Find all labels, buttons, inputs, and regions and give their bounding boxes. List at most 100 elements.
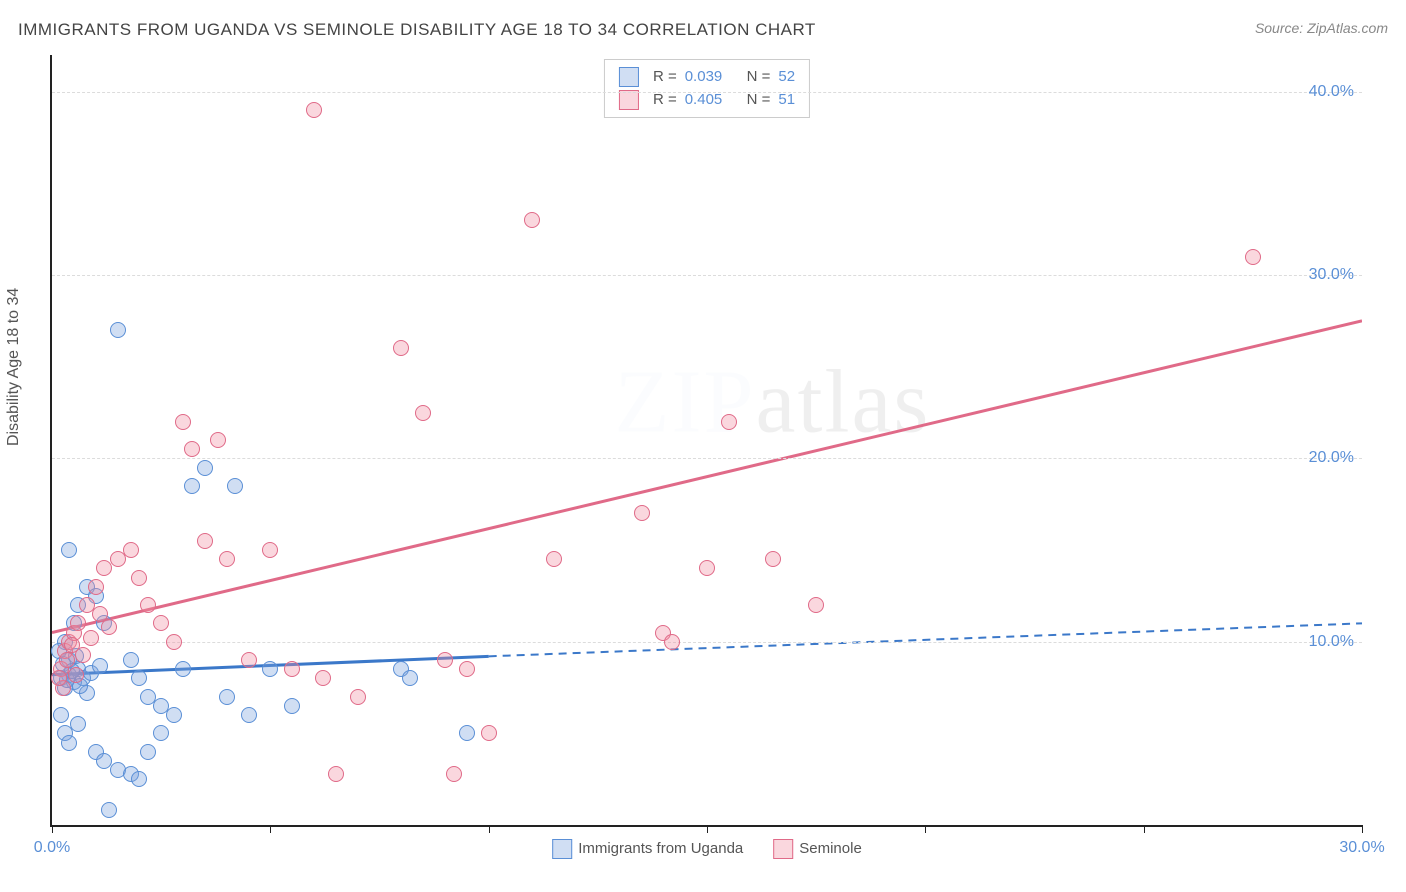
scatter-point bbox=[153, 615, 169, 631]
series-legend: Immigrants from Uganda Seminole bbox=[552, 839, 862, 859]
y-axis-label: Disability Age 18 to 34 bbox=[5, 288, 23, 446]
source-attribution: Source: ZipAtlas.com bbox=[1255, 20, 1388, 36]
x-tick bbox=[925, 825, 926, 833]
x-tick bbox=[707, 825, 708, 833]
n-value: 52 bbox=[778, 66, 795, 89]
scatter-point bbox=[284, 661, 300, 677]
scatter-point bbox=[59, 652, 75, 668]
legend-label: Immigrants from Uganda bbox=[578, 840, 743, 857]
x-tick bbox=[489, 825, 490, 833]
y-tick-label: 20.0% bbox=[1309, 449, 1354, 467]
scatter-point bbox=[75, 647, 91, 663]
scatter-point bbox=[68, 667, 84, 683]
y-tick-label: 40.0% bbox=[1309, 83, 1354, 101]
scatter-point bbox=[219, 689, 235, 705]
legend-label: Seminole bbox=[799, 840, 862, 857]
scatter-point bbox=[175, 414, 191, 430]
scatter-point bbox=[197, 460, 213, 476]
scatter-point bbox=[210, 432, 226, 448]
scatter-point bbox=[664, 634, 680, 650]
gridline bbox=[52, 92, 1362, 93]
scatter-point bbox=[262, 542, 278, 558]
x-tick bbox=[1362, 825, 1363, 833]
n-label: N = bbox=[747, 66, 771, 89]
watermark: ZIPatlas bbox=[615, 350, 931, 453]
scatter-point bbox=[315, 670, 331, 686]
scatter-point bbox=[61, 735, 77, 751]
scatter-point bbox=[184, 441, 200, 457]
legend-swatch bbox=[773, 839, 793, 859]
legend-swatch bbox=[619, 67, 639, 87]
scatter-point bbox=[131, 771, 147, 787]
scatter-point bbox=[219, 551, 235, 567]
scatter-point bbox=[524, 212, 540, 228]
scatter-point bbox=[446, 766, 462, 782]
scatter-point bbox=[328, 766, 344, 782]
scatter-point bbox=[123, 542, 139, 558]
legend-item: Immigrants from Uganda bbox=[552, 839, 743, 859]
scatter-point bbox=[1245, 249, 1261, 265]
legend-swatch bbox=[552, 839, 572, 859]
x-tick bbox=[270, 825, 271, 833]
scatter-point bbox=[808, 597, 824, 613]
scatter-point bbox=[70, 716, 86, 732]
scatter-point bbox=[175, 661, 191, 677]
scatter-point bbox=[197, 533, 213, 549]
r-value: 0.039 bbox=[685, 66, 723, 89]
scatter-point bbox=[53, 707, 69, 723]
r-label: R = bbox=[653, 66, 677, 89]
scatter-point bbox=[110, 322, 126, 338]
x-tick-label: 0.0% bbox=[34, 839, 70, 857]
legend-row: R = 0.039 N = 52 bbox=[619, 66, 795, 89]
scatter-point bbox=[140, 597, 156, 613]
scatter-point bbox=[765, 551, 781, 567]
scatter-point bbox=[131, 570, 147, 586]
scatter-point bbox=[415, 405, 431, 421]
scatter-point bbox=[481, 725, 497, 741]
scatter-point bbox=[437, 652, 453, 668]
scatter-point bbox=[393, 340, 409, 356]
scatter-point bbox=[184, 478, 200, 494]
scatter-point bbox=[227, 478, 243, 494]
gridline bbox=[52, 642, 1362, 643]
scatter-point bbox=[131, 670, 147, 686]
scatter-point bbox=[140, 744, 156, 760]
scatter-point bbox=[92, 658, 108, 674]
scatter-point bbox=[284, 698, 300, 714]
scatter-point bbox=[459, 661, 475, 677]
scatter-point bbox=[123, 652, 139, 668]
scatter-point bbox=[306, 102, 322, 118]
scatter-point bbox=[546, 551, 562, 567]
x-tick-label: 30.0% bbox=[1339, 839, 1384, 857]
scatter-point bbox=[101, 619, 117, 635]
x-tick bbox=[52, 825, 53, 833]
scatter-point bbox=[51, 670, 67, 686]
scatter-point bbox=[241, 707, 257, 723]
scatter-point bbox=[83, 630, 99, 646]
gridline bbox=[52, 458, 1362, 459]
scatter-point bbox=[402, 670, 418, 686]
scatter-point bbox=[166, 634, 182, 650]
legend-item: Seminole bbox=[773, 839, 862, 859]
scatter-point bbox=[88, 579, 104, 595]
gridline bbox=[52, 275, 1362, 276]
x-tick bbox=[1144, 825, 1145, 833]
correlation-legend: R = 0.039 N = 52R = 0.405 N = 51 bbox=[604, 59, 810, 118]
scatter-point bbox=[634, 505, 650, 521]
scatter-point bbox=[70, 615, 86, 631]
plot-area: ZIPatlas R = 0.039 N = 52R = 0.405 N = 5… bbox=[50, 55, 1362, 827]
scatter-point bbox=[699, 560, 715, 576]
scatter-point bbox=[61, 542, 77, 558]
scatter-point bbox=[721, 414, 737, 430]
y-tick-label: 10.0% bbox=[1309, 633, 1354, 651]
scatter-point bbox=[101, 802, 117, 818]
scatter-point bbox=[153, 725, 169, 741]
scatter-point bbox=[350, 689, 366, 705]
chart-title: IMMIGRANTS FROM UGANDA VS SEMINOLE DISAB… bbox=[18, 20, 816, 40]
scatter-point bbox=[262, 661, 278, 677]
scatter-point bbox=[241, 652, 257, 668]
scatter-point bbox=[166, 707, 182, 723]
legend-swatch bbox=[619, 90, 639, 110]
y-tick-label: 30.0% bbox=[1309, 266, 1354, 284]
scatter-point bbox=[459, 725, 475, 741]
